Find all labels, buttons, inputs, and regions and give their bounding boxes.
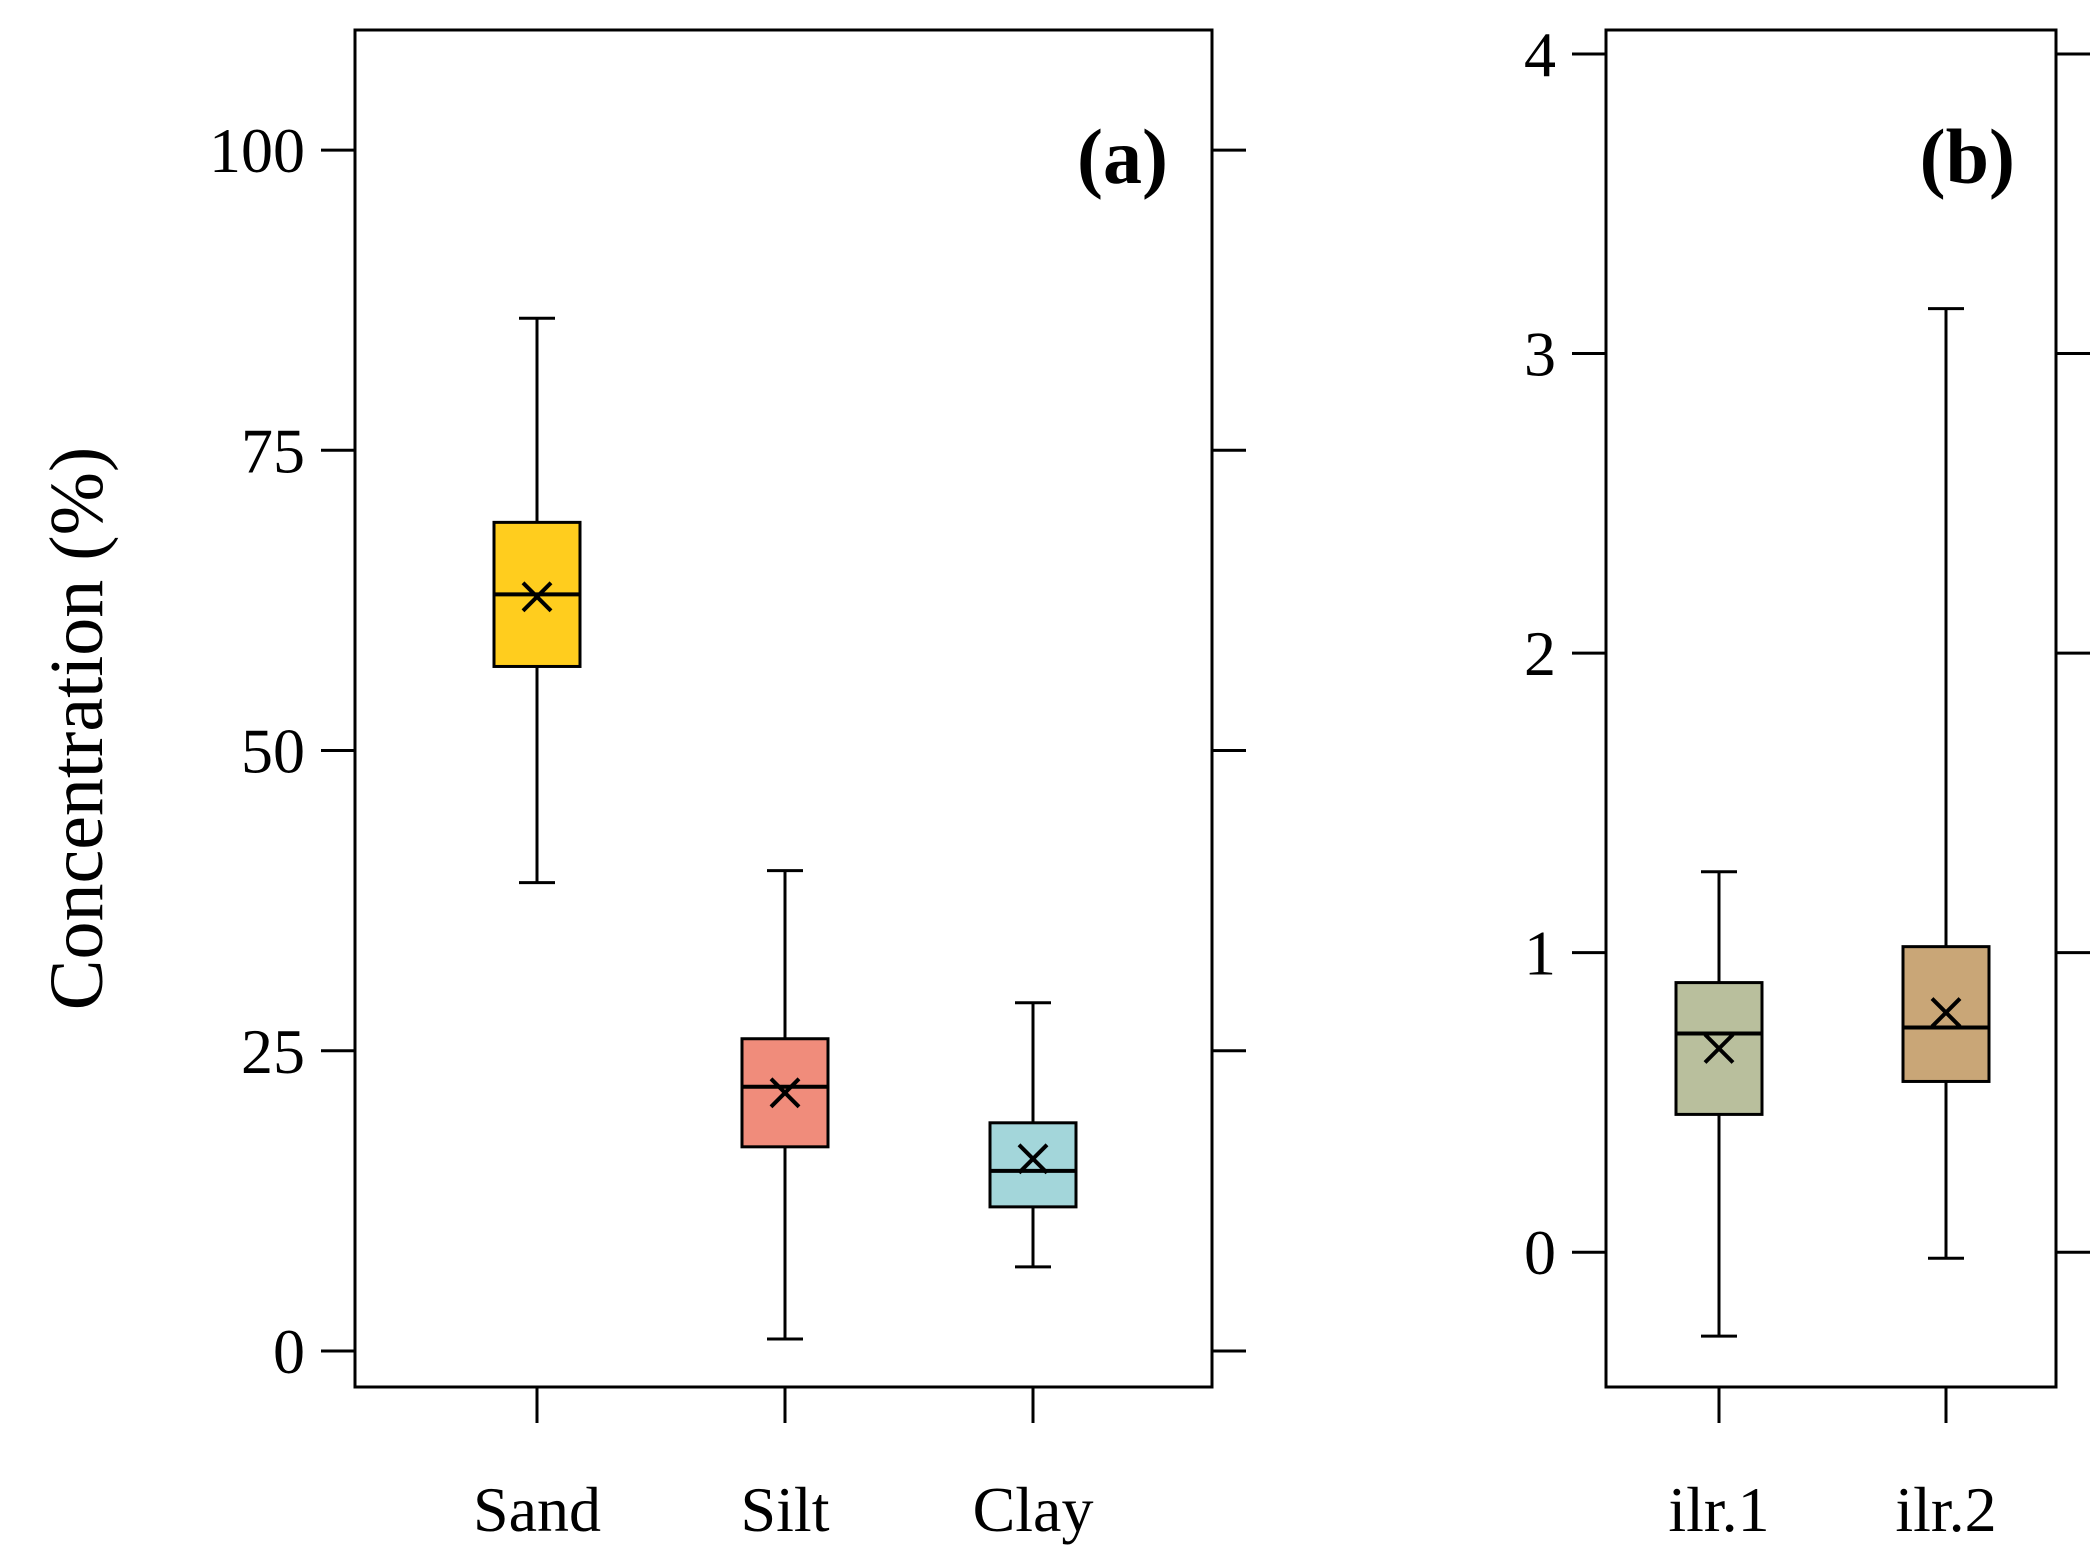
y-tick-label: 2: [1524, 618, 1556, 689]
y-tick-label: 75: [241, 415, 305, 486]
panel-label: (b): [1920, 113, 2015, 200]
x-tick-label: Sand: [473, 1474, 601, 1545]
x-tick-label: Clay: [973, 1474, 1094, 1545]
mean-marker: [1930, 997, 1962, 1028]
x-tick-label: ilr.2: [1895, 1474, 1996, 1545]
box-clay: [988, 1121, 1078, 1209]
x-tick-label: Silt: [741, 1474, 830, 1545]
y-tick-label: 0: [1524, 1217, 1556, 1288]
mean-marker: [769, 1077, 801, 1109]
y-tick-label: 3: [1524, 319, 1556, 390]
y-tick-label: 1: [1524, 918, 1556, 989]
y-tick-label: 50: [241, 716, 305, 787]
y-tick-label: 100: [209, 115, 305, 186]
mean-marker: [1703, 1033, 1735, 1064]
plot-frame: [1604, 28, 2058, 1389]
mean-marker: [521, 581, 553, 613]
y-tick-label: 25: [241, 1016, 305, 1087]
panel-b: 0 1 2 3 4 ilr.1 ilr.2 (b): [1524, 19, 2090, 1545]
y-tick-label: 4: [1524, 19, 1556, 90]
mean-marker: [1017, 1143, 1049, 1175]
panel-label: (a): [1077, 113, 1168, 200]
x-tick-label: ilr.1: [1668, 1474, 1769, 1545]
panel-a: 0 25 50 75 100 Sand Silt Clay (a) Concentration (…: [35, 28, 1246, 1545]
y-tick-label: 0: [273, 1316, 305, 1387]
y-axis-label: Concentration (%): [35, 447, 119, 1010]
